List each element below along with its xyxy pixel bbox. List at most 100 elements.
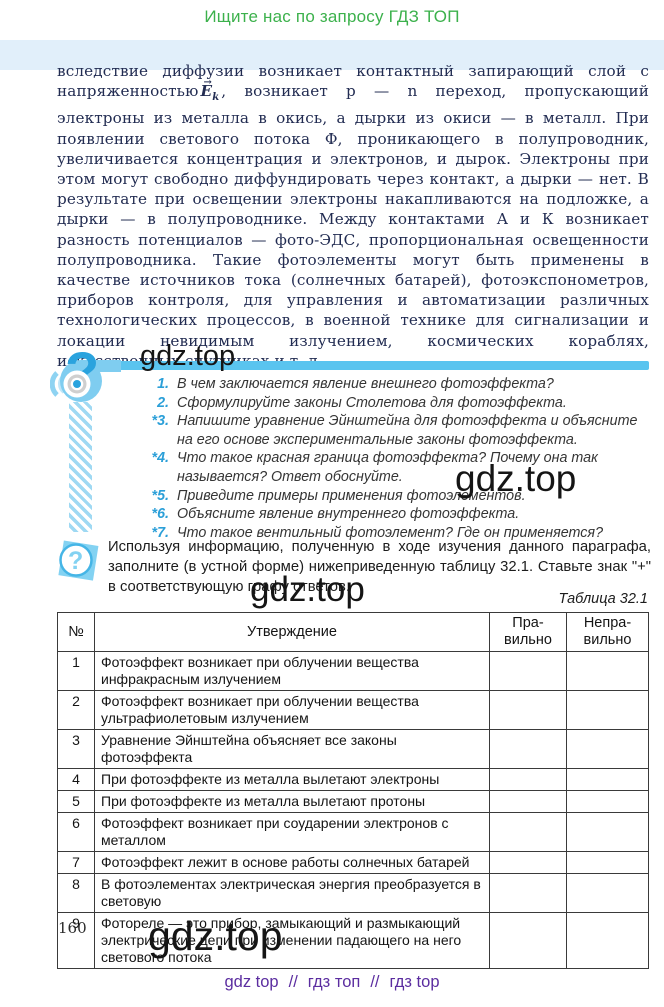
incorrect-answer-cell (566, 812, 649, 852)
table-row: 6 Фотоэффект возникает при соударении эле… (57, 812, 649, 852)
statement-text-cell: При фотоэффекте из металла вылетают прот… (94, 790, 490, 813)
table-row: 4 При фотоэффекте из металла вылетают эле… (57, 768, 649, 791)
statement-number-cell: 8 (57, 873, 95, 913)
statement-text-cell: При фотоэффекте из металла вылетают элек… (94, 768, 490, 791)
question-item: *5. Приведите примеры применения фотоэлем… (141, 487, 649, 506)
correct-answer-cell (489, 912, 567, 969)
question-mark-icon: ? (50, 340, 121, 403)
table-header-row: № Утверждение Пра-вильно Непра-вильно (57, 612, 649, 652)
statement-text-cell: Уравнение Эйнштейна объясняет все законы… (94, 729, 490, 769)
article-text-before: вследствие диффузии возникает контактный… (57, 62, 649, 101)
footer-separator: // (370, 973, 380, 991)
column-header-number: № (57, 612, 95, 652)
footer-link-gdz-top-lat[interactable]: gdz top (224, 973, 279, 991)
statement-number-cell: 9 (57, 912, 95, 969)
correct-answer-cell (489, 790, 567, 813)
question-text: Напишите уравнение Эйнштейна для фотоэфф… (177, 413, 638, 448)
incorrect-answer-cell (566, 790, 649, 813)
question-text: Что такое красная граница фотоэффекта? П… (177, 450, 598, 485)
question-circle-icon: ? (58, 540, 99, 581)
statement-text-cell: Фотореле — это прибор, замыкающий и разм… (94, 912, 490, 969)
statements-tbody: 1 Фотоэффект возникает при облучении веще… (57, 651, 649, 969)
statement-number-cell: 1 (57, 651, 95, 691)
question-number: *5. (151, 487, 170, 504)
footer-link-gdz-top-cyr2[interactable]: гдз top (389, 973, 440, 991)
table-caption: Таблица 32.1 (558, 591, 648, 607)
vector-arrow: → (203, 77, 212, 89)
hatched-ribbon (69, 402, 92, 532)
correct-answer-cell (489, 873, 567, 913)
footer-separator: // (288, 973, 298, 991)
vector-e-formula: → Ek (200, 77, 220, 108)
correct-answer-cell (489, 812, 567, 852)
question-item: *7. Что такое вентильный фотоэлемент? Где… (141, 524, 649, 543)
svg-text:?: ? (68, 547, 83, 575)
statement-text-cell: В фотоэлементах электрическая энергия пр… (94, 873, 490, 913)
question-item: 1. В чем заключается явление внешнего фот… (141, 375, 649, 394)
footer-link-gdz-top-cyr1[interactable]: гдз топ (307, 973, 361, 991)
correct-answer-cell (489, 651, 567, 691)
assignment-text: Используя информацию, полученную в ходе … (108, 539, 651, 595)
table-row: 2 Фотоэффект возникает при облучении веще… (57, 690, 649, 730)
question-item: *3. Напишите уравнение Эйнштейна для фото… (141, 412, 649, 449)
table-row: 3 Уравнение Эйнштейна объясняет все закон… (57, 729, 649, 769)
statement-text-cell: Фотоэффект возникает при соударении элек… (94, 812, 490, 852)
question-text: В чем заключается явление внешнего фотоэ… (177, 376, 554, 392)
column-header-correct: Пра-вильно (489, 612, 567, 652)
question-text: Что такое вентильный фотоэлемент? Где он… (177, 524, 604, 541)
question-number: 2. (157, 394, 169, 411)
question-text: Приведите примеры применения фотоэлемент… (177, 487, 526, 504)
article-text-after: , возникает p — n переход, пропускающий … (57, 82, 649, 370)
watermark: gdz.top (250, 570, 365, 609)
correct-answer-cell (489, 729, 567, 769)
watermark: gdz.top (140, 340, 236, 372)
question-text: Сформулируйте законы Столетова для фотоэ… (177, 394, 567, 411)
watermark: gdz.top (148, 913, 283, 959)
correct-answer-cell (489, 851, 567, 874)
question-number: 1. (157, 376, 169, 392)
column-header-statement: Утверждение (94, 612, 490, 652)
question-item: *4. Что такое красная граница фотоэффекта… (141, 449, 649, 486)
question-number: *4. (151, 450, 170, 467)
question-number: *7. (151, 524, 170, 541)
incorrect-answer-cell (566, 729, 649, 769)
incorrect-answer-cell (566, 768, 649, 791)
page-number: 160 (58, 919, 87, 937)
incorrect-answer-cell (566, 690, 649, 730)
questions-block: ? 1. В чем заключается явление внешнего ф… (50, 340, 649, 542)
promo-banner: Ищите нас по запросу ГДЗ ТОП (204, 7, 460, 26)
footer-links: gdz top // гдз топ // гдз top (0, 973, 664, 992)
correct-answer-cell (489, 768, 567, 791)
incorrect-answer-cell (566, 912, 649, 969)
question-number: *3. (151, 413, 170, 430)
question-item: 2. Сформулируйте законы Столетова для фот… (141, 394, 649, 413)
statement-number-cell: 3 (57, 729, 95, 769)
statement-text-cell: Фотоэффект лежит в основе работы солнечн… (94, 851, 490, 874)
column-header-incorrect: Непра-вильно (566, 612, 649, 652)
incorrect-answer-cell (566, 873, 649, 913)
section-divider-bar (115, 361, 649, 370)
table-row: 7 Фотоэффект лежит в основе работы солнеч… (57, 851, 649, 874)
statement-number-cell: 4 (57, 768, 95, 791)
question-text: Объясните явление внутреннего фотоэффект… (177, 506, 520, 523)
statement-text-cell: Фотоэффект возникает при облучении вещес… (94, 690, 490, 730)
statement-text-cell: Фотоэффект возникает при облучении вещес… (94, 651, 490, 691)
statement-number-cell: 7 (57, 851, 95, 874)
questions-list: 1. В чем заключается явление внешнего фот… (141, 375, 649, 542)
correct-answer-cell (489, 690, 567, 730)
formula-subscript: k (212, 92, 220, 104)
formula-base: E (200, 82, 213, 101)
statement-number-cell: 2 (57, 690, 95, 730)
table-row: 5 При фотоэффекте из металла вылетают про… (57, 790, 649, 813)
assignment-block: ? Используя информацию, полученную в ход… (54, 537, 651, 597)
article-paragraph: вследствие диффузии возникает контактный… (57, 61, 649, 371)
header-band (0, 40, 664, 70)
table-row: 9 Фотореле — это прибор, замыкающий и раз… (57, 912, 649, 969)
statement-number-cell: 6 (57, 812, 95, 852)
table-row: 1 Фотоэффект возникает при облучении веще… (57, 651, 649, 691)
incorrect-answer-cell (566, 651, 649, 691)
statement-number-cell: 5 (57, 790, 95, 813)
